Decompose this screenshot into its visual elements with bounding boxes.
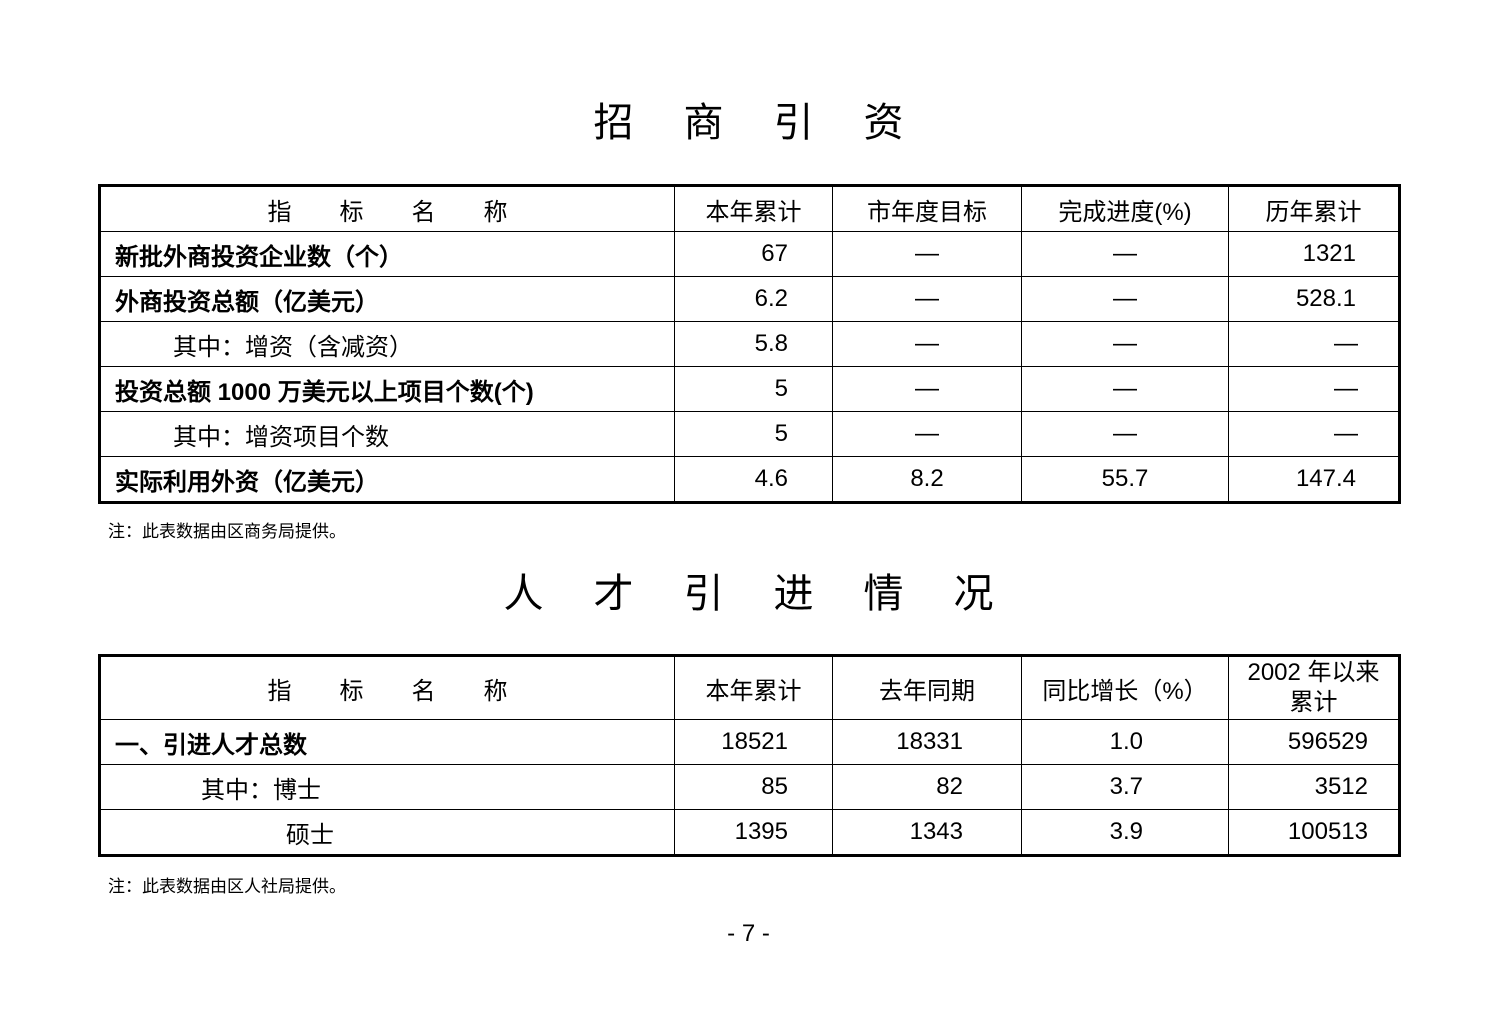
table-cell: 6.2 [674,276,833,322]
table-cell: 5 [674,411,833,457]
table-cell: 67 [674,231,833,277]
table-cell: 3512 [1228,764,1400,810]
row-label: 其中：增资（含减资） [99,321,675,367]
column-header: 历年累计 [1228,185,1400,232]
table-cell: — [1021,276,1229,322]
column-header: 完成进度(%) [1021,185,1229,232]
header-row: 指 标 名 称本年累计 去年同期 同比增长（%） 2002 年以来累计 [99,655,1400,720]
row-label: 实际利用外资（亿美元） [99,456,675,503]
table-cell: — [1021,366,1229,412]
section-title-investment: 招商引资 [0,90,1497,148]
table-cell: 1343 [832,809,1022,856]
title-char: 况 [953,572,994,616]
table-cell: — [1021,321,1229,367]
column-header: 去年同期 [832,655,1022,720]
column-header: 指 标 名 称 [99,655,675,720]
table-cell: 1.0 [1021,719,1229,765]
table-cell: 8.2 [832,456,1022,503]
title-char: 招 [593,101,634,145]
table-cell: 3.9 [1021,809,1229,856]
table-cell: 100513 [1228,809,1400,856]
row-label: 投资总额 1000 万美元以上项目个数(个) [99,366,675,412]
table-row: 其中：博士 85 82 3.7 3512 [99,764,1400,810]
table-cell: 18521 [674,719,833,765]
table-cell: 3.7 [1021,764,1229,810]
title-char: 人 [503,572,544,616]
investment-table: 指 标 名 称本年累计 市年度目标 完成进度(%) 历年累计 新批外商投资企业数（个） 6… [98,184,1401,504]
table-row: 其中：增资（含减资） 5.8— — — [99,321,1400,367]
table-cell: 147.4 [1228,456,1400,503]
table-cell: 528.1 [1228,276,1400,322]
table-cell: — [832,321,1022,367]
talent-table: 指 标 名 称本年累计 去年同期 同比增长（%） 2002 年以来累计 一、引进人才总数… [98,654,1401,857]
table-cell: — [1228,321,1400,367]
column-header: 同比增长（%） [1021,655,1229,720]
column-header: 市年度目标 [832,185,1022,232]
table-cell: 55.7 [1021,456,1229,503]
table-row: 硕士 1395 1343 3.9 100513 [99,809,1400,856]
title-char: 进 [773,572,814,616]
table-cell: — [1228,411,1400,457]
table-cell: — [832,366,1022,412]
table-cell: — [832,276,1022,322]
row-label: 新批外商投资企业数（个） [99,231,675,277]
table-cell: — [832,411,1022,457]
table-row: 实际利用外资（亿美元） 4.6 8.2 55.7 147.4 [99,456,1400,503]
title-char: 商 [683,101,724,145]
table-cell: 1395 [674,809,833,856]
table-cell: 18331 [832,719,1022,765]
row-label: 外商投资总额（亿美元） [99,276,675,322]
table-cell: 82 [832,764,1022,810]
header-row: 指 标 名 称本年累计 市年度目标 完成进度(%) 历年累计 [99,185,1400,232]
table-cell: — [1021,231,1229,277]
table-cell: — [1021,411,1229,457]
table-cell: 5.8 [674,321,833,367]
table-row: 一、引进人才总数 18521 18331 1.0 596529 [99,719,1400,765]
title-char: 引 [683,572,724,616]
row-label: 其中：博士 [99,764,675,810]
column-header: 本年累计 [674,655,833,720]
column-header: 本年累计 [674,185,833,232]
table-cell: 85 [674,764,833,810]
row-label: 其中：增资项目个数 [99,411,675,457]
table-row: 其中：增资项目个数 5— — — [99,411,1400,457]
table-row: 投资总额 1000 万美元以上项目个数(个) 5— — — [99,366,1400,412]
table-cell: 4.6 [674,456,833,503]
table-cell: — [832,231,1022,277]
title-char: 才 [593,572,634,616]
page-number: - 7 - [727,920,770,947]
row-label: 一、引进人才总数 [99,719,675,765]
table-row: 外商投资总额（亿美元） 6.2— —528.1 [99,276,1400,322]
title-char: 资 [863,101,904,145]
section-title-talent: 人才引进情况 [0,561,1497,619]
talent-table-note: 注：此表数据由区人社局提供。 [108,877,346,897]
row-label: 硕士 [99,809,675,856]
column-header: 2002 年以来累计 [1228,655,1400,720]
table-row: 新批外商投资企业数（个） 67— —1321 [99,231,1400,277]
title-char: 引 [773,101,814,145]
table-cell: 1321 [1228,231,1400,277]
table-cell: 5 [674,366,833,412]
title-char: 情 [863,572,904,616]
table-cell: 596529 [1228,719,1400,765]
column-header: 指 标 名 称 [99,185,675,232]
investment-table-note: 注：此表数据由区商务局提供。 [108,522,346,542]
table-cell: — [1228,366,1400,412]
